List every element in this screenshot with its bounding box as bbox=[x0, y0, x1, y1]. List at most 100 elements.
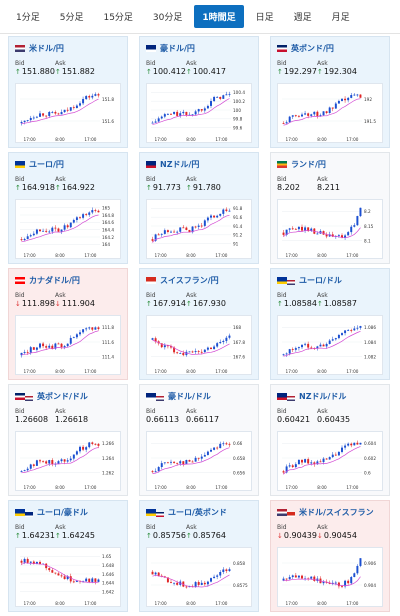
candle-body bbox=[85, 96, 88, 100]
mini-candlestick-chart[interactable]: 168 167.8 167.6 17:00 8:00 17:00 bbox=[146, 315, 252, 375]
candle-body bbox=[222, 340, 225, 343]
rate-card[interactable]: 米ドル/円 Bid Ask ↑151.880 ↑151.882 151.8 151.6 17:… bbox=[8, 36, 128, 148]
currency-pair-name[interactable]: 米ドル/スイスフラン bbox=[299, 508, 374, 517]
tab-4[interactable]: 1時間足 bbox=[194, 5, 244, 28]
rate-card[interactable]: 英ポンド/円 Bid Ask ↑192.297 ↑192.304 192 191.5 17:0… bbox=[270, 36, 390, 148]
candle-body bbox=[350, 226, 353, 233]
bid-value: ↓0.90439 bbox=[277, 531, 317, 540]
candle-body bbox=[304, 113, 307, 115]
currency-pair-name[interactable]: ユーロ/円 bbox=[29, 160, 64, 169]
card-header: 豪ドル/ドル bbox=[146, 391, 211, 402]
candle-body bbox=[356, 442, 359, 445]
rate-card[interactable]: ランド/円 Bid Ask 8.202 8.211 8.2 8.15 8.1 17:00 8:00… bbox=[270, 152, 390, 264]
tab-3[interactable]: 30分足 bbox=[152, 13, 183, 23]
candle-body bbox=[297, 347, 300, 349]
candle-body bbox=[91, 327, 94, 330]
mini-candlestick-chart[interactable]: 111.8 111.6 111.4 17:00 8:00 17:00 bbox=[15, 315, 121, 375]
mini-candlestick-chart[interactable]: 0.858 0.8575 17:00 8:00 17:00 bbox=[146, 547, 252, 607]
candle-body bbox=[57, 113, 60, 115]
rate-card[interactable]: 豪ドル/ドル Bid Ask 0.66113 0.66117 0.66 0.658 0.656… bbox=[139, 384, 259, 496]
mini-candlestick-chart[interactable]: 165 164.8 164.6 164.4 164.2 164 17:00 8:00 17:00 bbox=[15, 199, 121, 259]
chart-svg: 0.858 0.8575 17:00 8:00 17:00 bbox=[151, 561, 248, 606]
down-arrow-icon: ↓ bbox=[317, 532, 323, 540]
currency-pair-name[interactable]: スイスフラン/円 bbox=[160, 276, 219, 285]
x-tick-label: 17:00 bbox=[346, 369, 358, 374]
tab-0[interactable]: 1分足 bbox=[16, 13, 40, 23]
currency-pair-name[interactable]: 豪ドル/ドル bbox=[168, 392, 211, 401]
us-flag-icon bbox=[287, 395, 295, 401]
mini-candlestick-chart[interactable]: 0.604 0.602 0.6 17:00 8:00 17:00 bbox=[277, 431, 383, 491]
mini-candlestick-chart[interactable]: 0.906 0.904 17:00 8:00 17:00 bbox=[277, 547, 383, 607]
chart-svg: 192 191.5 17:00 8:00 17:00 bbox=[282, 92, 376, 142]
up-arrow-icon: ↑ bbox=[146, 532, 152, 540]
candle-body bbox=[194, 226, 197, 228]
tab-6[interactable]: 週足 bbox=[293, 13, 312, 23]
candle-body bbox=[322, 581, 325, 584]
y-tick-label: 1.264 bbox=[102, 456, 114, 461]
candle-body bbox=[29, 117, 32, 121]
x-tick-label: 17:00 bbox=[24, 253, 36, 258]
currency-pair-name[interactable]: ランド/円 bbox=[291, 160, 326, 169]
rate-card[interactable]: ユーロ/豪ドル Bid Ask ↑1.64231 ↑1.64245 1.65 1.648 1.… bbox=[8, 500, 128, 612]
card-header: カナダドル/円 bbox=[15, 275, 80, 286]
card-header: ユーロ/豪ドル bbox=[15, 507, 88, 518]
up-arrow-icon: ↑ bbox=[55, 68, 61, 76]
mini-candlestick-chart[interactable]: 192 191.5 17:00 8:00 17:00 bbox=[277, 83, 383, 143]
currency-pair-name[interactable]: 英ポンド/ドル bbox=[37, 392, 88, 401]
ask-text: 192.304 bbox=[323, 67, 357, 76]
currency-pair-name[interactable]: カナダドル/円 bbox=[29, 276, 80, 285]
currency-pair-name[interactable]: 豪ドル/円 bbox=[160, 44, 195, 53]
rate-card[interactable]: ユーロ/円 Bid Ask ↑164.918 ↑164.922 165 164.8 164.6… bbox=[8, 152, 128, 264]
ask-label: Ask bbox=[186, 60, 197, 67]
currency-pair-name[interactable]: 英ポンド/円 bbox=[291, 44, 334, 53]
currency-pair-name[interactable]: 米ドル/円 bbox=[29, 44, 64, 53]
ask-label: Ask bbox=[55, 292, 66, 299]
candle-body bbox=[69, 576, 72, 582]
tab-1[interactable]: 5分足 bbox=[59, 13, 84, 23]
candle-body bbox=[328, 340, 331, 344]
bid-value: ↑192.297 bbox=[277, 67, 317, 76]
mini-candlestick-chart[interactable]: 1.266 1.264 1.262 17:00 8:00 17:00 bbox=[15, 431, 121, 491]
candle-body bbox=[307, 227, 310, 232]
candle-body bbox=[69, 107, 72, 111]
x-tick-label: 17:00 bbox=[84, 369, 96, 374]
currency-pair-name[interactable]: ユーロ/ドル bbox=[299, 276, 342, 285]
candle-body bbox=[97, 579, 100, 582]
rate-card[interactable]: カナダドル/円 Bid Ask ↓111.898 ↓111.904 111.8 111.6 1… bbox=[8, 268, 128, 380]
candle-body bbox=[151, 122, 154, 124]
mini-candlestick-chart[interactable]: 100.4 100.2 100 99.8 99.6 17:00 8:00 17:00 bbox=[146, 83, 252, 143]
currency-pair-name[interactable]: ユーロ/豪ドル bbox=[37, 508, 88, 517]
card-header: ユーロ/ドル bbox=[277, 275, 342, 286]
rate-card[interactable]: ユーロ/英ポンド Bid Ask ↑0.85756 ↑0.85764 0.858 0.857… bbox=[139, 500, 259, 612]
rate-card[interactable]: 英ポンド/ドル Bid Ask 1.26608 1.26618 1.266 1.264 1.2… bbox=[8, 384, 128, 496]
candle-body bbox=[29, 464, 32, 469]
rate-card[interactable]: ユーロ/ドル Bid Ask ↑1.08584 ↑1.08587 1.086 1.084 1.… bbox=[270, 268, 390, 380]
rate-card[interactable]: NZドル/ドル Bid Ask 0.60421 0.60435 0.604 0.602 0.6… bbox=[270, 384, 390, 496]
currency-pair-name[interactable]: ユーロ/英ポンド bbox=[168, 508, 227, 517]
rate-card[interactable]: 豪ドル/円 Bid Ask ↑100.412 ↑100.417 100.4 100.2 100… bbox=[139, 36, 259, 148]
mini-candlestick-chart[interactable]: 0.66 0.658 0.656 17:00 8:00 17:00 bbox=[146, 431, 252, 491]
tab-5[interactable]: 日足 bbox=[255, 13, 274, 23]
rate-card[interactable]: NZドル/円 Bid Ask ↑91.773 ↑91.780 91.8 91.6 91.4 91… bbox=[139, 152, 259, 264]
candle-body bbox=[91, 95, 94, 98]
candle-body bbox=[91, 442, 94, 444]
bid-label: Bid bbox=[15, 60, 25, 67]
mini-candlestick-chart[interactable]: 1.65 1.648 1.646 1.644 1.642 17:00 8:00 17:00 bbox=[15, 547, 121, 607]
rate-card[interactable]: 米ドル/スイスフラン Bid Ask ↓0.90439 ↓0.90454 0.906 0.9… bbox=[270, 500, 390, 612]
currency-pair-name[interactable]: NZドル/ドル bbox=[299, 392, 347, 401]
candle-body bbox=[337, 235, 340, 237]
mini-candlestick-chart[interactable]: 151.8 151.6 17:00 8:00 17:00 bbox=[15, 83, 121, 143]
tab-7[interactable]: 月足 bbox=[331, 13, 350, 23]
mini-candlestick-chart[interactable]: 1.086 1.084 1.082 17:00 8:00 17:00 bbox=[277, 315, 383, 375]
currency-pair-name[interactable]: NZドル/円 bbox=[160, 160, 200, 169]
y-tick-label: 0.656 bbox=[233, 470, 245, 475]
rate-card[interactable]: スイスフラン/円 Bid Ask ↑167.914 ↑167.930 168 167.8 16… bbox=[139, 268, 259, 380]
candle-body bbox=[51, 111, 54, 113]
candle-body bbox=[210, 101, 212, 106]
ask-label: Ask bbox=[317, 60, 328, 67]
tab-2[interactable]: 15分足 bbox=[103, 13, 133, 23]
candle-body bbox=[219, 96, 222, 99]
y-tick-label: 151.6 bbox=[102, 119, 114, 124]
mini-candlestick-chart[interactable]: 8.2 8.15 8.1 17:00 8:00 17:00 bbox=[277, 199, 383, 259]
mini-candlestick-chart[interactable]: 91.8 91.6 91.4 91.2 91 17:00 8:00 17:00 bbox=[146, 199, 252, 259]
